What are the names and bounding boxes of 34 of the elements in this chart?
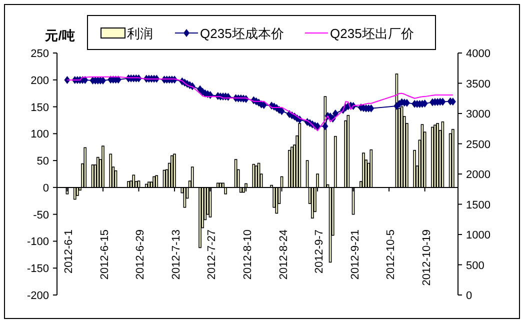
legend-label: Q235坯出厂价 bbox=[330, 26, 414, 41]
y2-tick-label: 500 bbox=[466, 260, 484, 272]
x-tick-label: 2012-6-1 bbox=[63, 229, 76, 274]
y2-tick-label: 0 bbox=[466, 290, 472, 302]
x-tick-label: 2012-6-15 bbox=[98, 229, 111, 280]
y2-tick-label: 3500 bbox=[466, 78, 490, 90]
legend-label: Q235坯成本价 bbox=[200, 26, 284, 41]
y-tick-label: 0 bbox=[42, 182, 49, 194]
y-tick-label: 200 bbox=[30, 74, 49, 87]
y-tick-label: 150 bbox=[30, 102, 49, 114]
x-tick-label: 2012-10-5 bbox=[385, 229, 398, 280]
legend-label: 利润 bbox=[127, 26, 153, 41]
y-tick-label: 250 bbox=[30, 48, 49, 60]
x-tick-label: 2012-8-24 bbox=[278, 229, 290, 280]
x-tick-label: 2012-8-10 bbox=[242, 229, 254, 280]
y-tick-label: 50 bbox=[36, 156, 49, 168]
y2-tick-label: 1500 bbox=[466, 199, 490, 212]
y2-tick-label: 2500 bbox=[466, 138, 490, 151]
y-tick-label: -50 bbox=[33, 209, 49, 222]
y2-tick-label: 3000 bbox=[466, 108, 490, 120]
x-tick-label: 2012-7-27 bbox=[206, 229, 218, 280]
y-axis-title: 元/吨 bbox=[44, 28, 75, 43]
y-tick-label: 100 bbox=[30, 128, 49, 141]
y-tick-label: -200 bbox=[26, 290, 49, 302]
x-tick-label: 2012-7-13 bbox=[170, 229, 182, 280]
y2-tick-label: 4000 bbox=[466, 48, 490, 60]
x-tick-label: 2012-10-19 bbox=[420, 229, 433, 286]
x-tick-label: 2012-6-29 bbox=[134, 229, 147, 280]
y2-tick-label: 1000 bbox=[466, 230, 490, 242]
x-tick-label: 2012-9-21 bbox=[349, 229, 362, 280]
y2-tick-label: 2000 bbox=[466, 169, 490, 181]
y-tick-label: -100 bbox=[26, 236, 49, 248]
y-tick-label: -150 bbox=[26, 263, 49, 276]
x-tick-label: 2012-9-7 bbox=[314, 229, 326, 274]
